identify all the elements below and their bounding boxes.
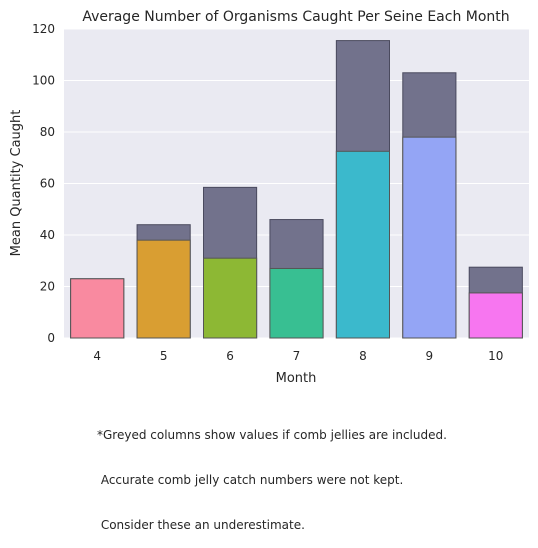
y-tick-label: 40 (40, 228, 55, 242)
y-tick-label: 100 (32, 74, 55, 88)
x-tick-label: 8 (359, 349, 367, 363)
y-tick-label: 80 (40, 125, 55, 139)
x-tick-label: 9 (426, 349, 434, 363)
x-tick-label: 5 (160, 349, 168, 363)
bar-month-8 (335, 150, 391, 339)
bar-month-10 (468, 292, 523, 339)
bar-month-6 (203, 257, 258, 339)
y-tick-label: 20 (40, 280, 55, 294)
chart-title: Average Number of Organisms Caught Per S… (82, 9, 509, 25)
chart: 0 20 40 60 80 100 120 4 5 6 7 8 9 10 Average Number … (9, 9, 529, 386)
x-tick-labels: 4 5 6 7 8 9 10 (93, 349, 503, 363)
x-axis-label: Month (276, 371, 317, 386)
footnote: *Greyed columns show values if comb jell… (97, 398, 447, 548)
y-axis-label: Mean Quantity Caught (9, 110, 24, 257)
x-tick-label: 6 (226, 349, 234, 363)
footnote-line: Accurate comb jelly catch numbers were n… (97, 473, 404, 487)
x-tick-label: 4 (93, 349, 101, 363)
bar-month-7 (269, 267, 324, 339)
x-tick-label: 10 (488, 349, 503, 363)
footnote-line: Consider these an underestimate. (97, 518, 305, 532)
y-tick-label: 0 (47, 331, 55, 345)
y-tick-label: 120 (32, 22, 55, 36)
bar-month-5 (136, 239, 191, 339)
bars-without-comb-jellies (70, 136, 523, 339)
y-tick-label: 60 (40, 177, 55, 191)
x-tick-label: 7 (293, 349, 301, 363)
bar-month-4 (70, 278, 125, 339)
bar-month-9 (402, 136, 457, 339)
y-tick-labels: 0 20 40 60 80 100 120 (32, 22, 55, 345)
footnote-line: *Greyed columns show values if comb jell… (97, 428, 447, 442)
